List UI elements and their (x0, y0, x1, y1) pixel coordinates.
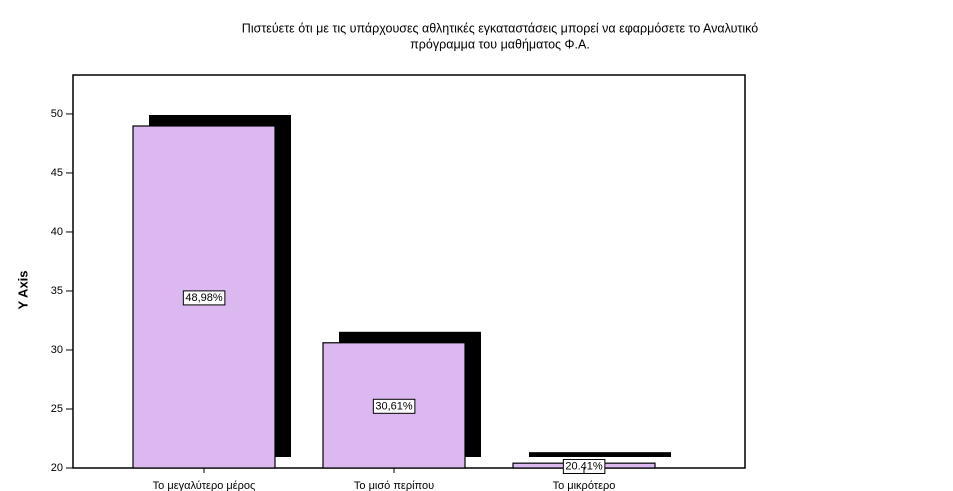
y-tick-label: 40 (51, 226, 63, 238)
value-label-box (182, 290, 226, 306)
chart-title: Πιστεύετε ότι με τις υπάρχουσες αθλητικέ… (242, 21, 758, 35)
x-tick-label: Το μισό περίπου (354, 480, 434, 491)
value-label: 20.41% (565, 460, 603, 472)
value-label-box (562, 458, 606, 474)
y-tick-label: 50 (51, 108, 63, 120)
chart-title: πρόγραμμα του μαθήματος Φ.Α. (410, 37, 590, 51)
x-tick-label: Το μικρότερο (553, 480, 616, 491)
value-label-box (372, 398, 416, 414)
y-tick-label: 25 (51, 403, 63, 415)
value-label: 30,61% (375, 400, 413, 412)
y-tick-label: 45 (51, 167, 63, 179)
value-label: 48,98% (185, 292, 223, 304)
bar-shadow (529, 452, 671, 457)
y-tick-label: 30 (51, 344, 63, 356)
y-axis-label: Y Axis (15, 270, 30, 309)
y-tick-label: 20 (51, 462, 63, 474)
y-tick-label: 35 (51, 285, 63, 297)
x-tick-label: Το μεγαλύτερο μέρος (153, 480, 256, 491)
